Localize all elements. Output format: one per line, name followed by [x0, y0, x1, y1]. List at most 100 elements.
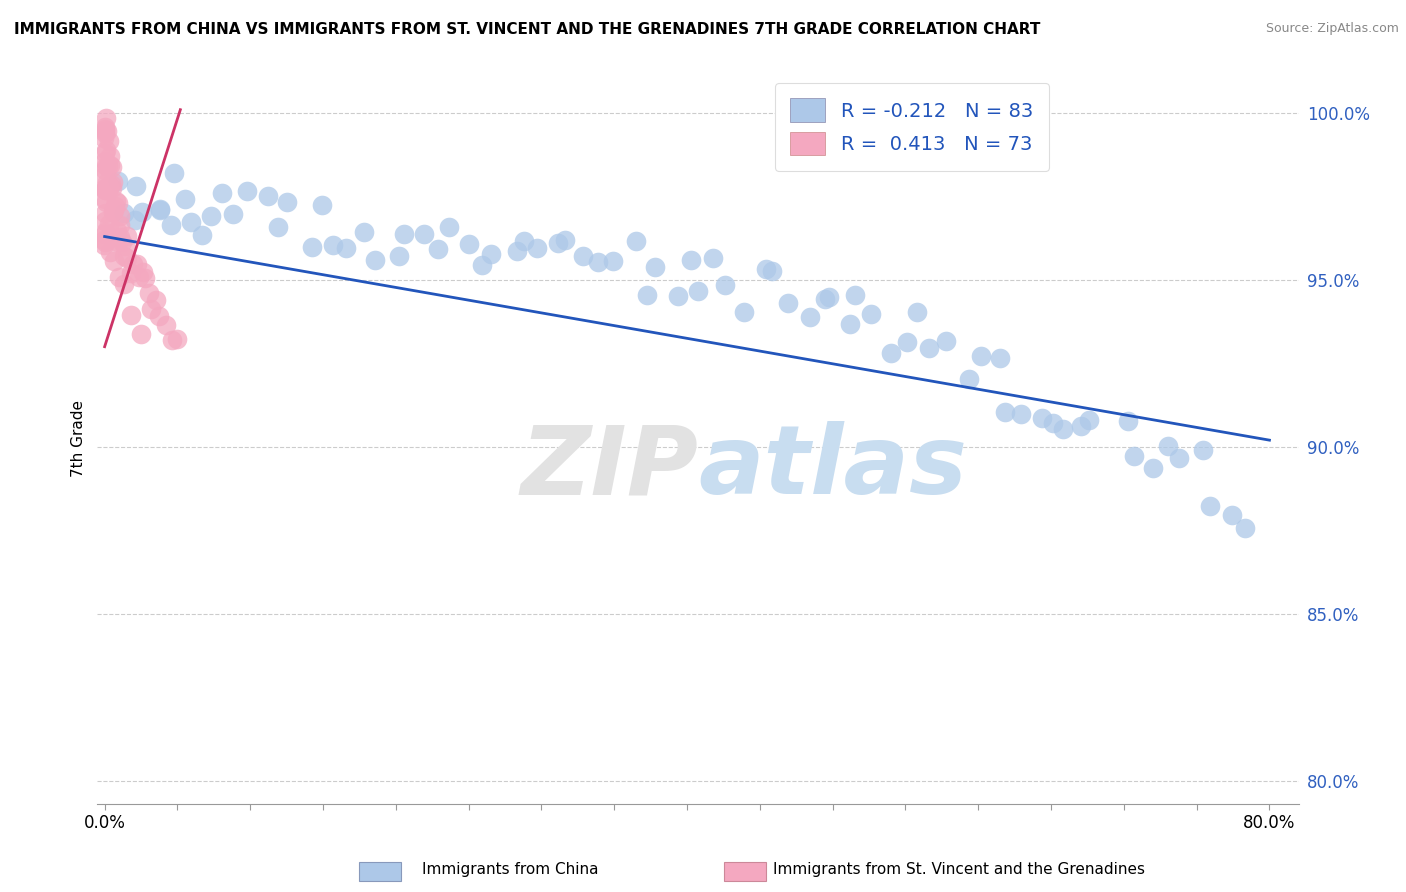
Point — [776, 296, 799, 310]
Point — [702, 251, 724, 265]
Point — [94, 181, 117, 195]
Point — [714, 277, 737, 292]
Point — [211, 186, 233, 201]
Point — [94, 145, 117, 160]
Point — [1199, 499, 1222, 513]
Point — [96, 112, 118, 126]
Point — [1010, 407, 1032, 421]
Point — [96, 175, 118, 189]
Point — [125, 178, 148, 193]
Point — [93, 213, 115, 227]
Point — [141, 301, 163, 316]
Point — [101, 204, 124, 219]
Legend: R = -0.212   N = 83, R =  0.413   N = 73: R = -0.212 N = 83, R = 0.413 N = 73 — [775, 83, 1049, 171]
Point — [124, 213, 146, 227]
Point — [174, 192, 197, 206]
Point — [844, 288, 866, 302]
Point — [267, 219, 290, 234]
Point — [471, 258, 494, 272]
Point — [94, 192, 117, 206]
Point — [101, 180, 124, 194]
Point — [335, 241, 357, 255]
Point — [94, 227, 117, 241]
Point — [276, 195, 298, 210]
Point — [256, 189, 278, 203]
Point — [222, 207, 245, 221]
Point — [115, 251, 138, 265]
Point — [761, 264, 783, 278]
Point — [813, 293, 835, 307]
Point — [191, 227, 214, 242]
Point — [1078, 413, 1101, 427]
Point — [624, 234, 647, 248]
Point — [103, 202, 125, 217]
Point — [145, 293, 167, 308]
Point — [160, 334, 183, 348]
Point — [1118, 414, 1140, 428]
Point — [134, 270, 156, 285]
Point — [1070, 419, 1092, 434]
Point — [994, 404, 1017, 418]
Text: ZIP: ZIP — [520, 421, 697, 514]
Point — [108, 219, 131, 233]
Point — [94, 225, 117, 239]
Point — [108, 209, 131, 223]
Point — [148, 309, 170, 323]
Point — [159, 218, 181, 232]
Point — [98, 158, 121, 172]
Point — [94, 122, 117, 136]
Point — [353, 225, 375, 239]
Point — [572, 249, 595, 263]
Point — [1167, 450, 1189, 465]
Point — [1052, 422, 1074, 436]
Point — [988, 351, 1011, 365]
Point — [103, 254, 125, 268]
Point — [114, 239, 136, 253]
Point — [364, 252, 387, 267]
Point — [896, 335, 918, 350]
Point — [97, 182, 120, 196]
Point — [918, 341, 941, 355]
Point — [138, 286, 160, 301]
Point — [107, 235, 129, 249]
Point — [100, 177, 122, 191]
Point — [586, 255, 609, 269]
Point — [1123, 449, 1146, 463]
Point — [94, 120, 117, 134]
Point — [733, 305, 755, 319]
Point — [101, 160, 124, 174]
Point — [839, 317, 862, 331]
Point — [799, 310, 821, 324]
Point — [458, 236, 481, 251]
Point — [818, 290, 841, 304]
Point — [94, 195, 117, 210]
Point — [437, 219, 460, 234]
Point — [94, 159, 117, 173]
Text: Source: ZipAtlas.com: Source: ZipAtlas.com — [1265, 22, 1399, 36]
Point — [155, 318, 177, 333]
Point — [1191, 442, 1213, 457]
Point — [636, 288, 658, 302]
Point — [859, 307, 882, 321]
Point — [602, 253, 624, 268]
Point — [322, 238, 344, 252]
Point — [115, 229, 138, 244]
Y-axis label: 7th Grade: 7th Grade — [72, 400, 86, 477]
Point — [1042, 417, 1064, 431]
Point — [98, 135, 121, 149]
Point — [970, 349, 993, 363]
Point — [94, 124, 117, 138]
Point — [236, 184, 259, 198]
Point — [108, 270, 131, 285]
Point — [413, 227, 436, 241]
Point — [200, 209, 222, 223]
Text: IMMIGRANTS FROM CHINA VS IMMIGRANTS FROM ST. VINCENT AND THE GRENADINES 7TH GRAD: IMMIGRANTS FROM CHINA VS IMMIGRANTS FROM… — [14, 22, 1040, 37]
Point — [388, 249, 411, 263]
Point — [688, 284, 710, 298]
Point — [755, 262, 778, 277]
Point — [107, 174, 129, 188]
Point — [98, 148, 121, 162]
Text: atlas: atlas — [697, 421, 967, 514]
Point — [98, 217, 121, 231]
Point — [166, 333, 188, 347]
